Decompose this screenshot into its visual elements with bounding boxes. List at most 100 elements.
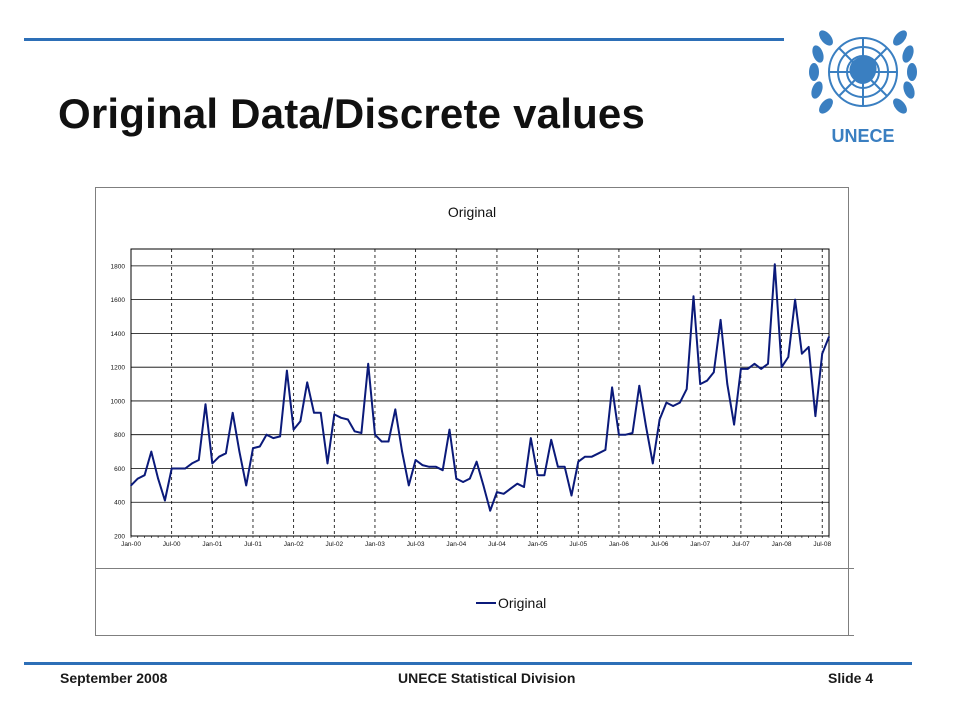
data-point xyxy=(401,450,403,453)
data-point xyxy=(441,469,444,471)
bottom-divider-line xyxy=(24,662,912,665)
data-point xyxy=(509,487,512,490)
unece-logo: UNECE xyxy=(804,14,922,152)
data-point xyxy=(652,462,654,465)
data-point xyxy=(814,415,817,417)
chart-legend: Original xyxy=(476,595,546,611)
data-point xyxy=(319,411,322,414)
data-point xyxy=(591,455,593,458)
y-tick-label: 800 xyxy=(114,432,125,439)
data-point xyxy=(787,356,790,358)
data-point xyxy=(238,450,241,453)
data-point xyxy=(157,477,159,480)
data-point xyxy=(706,379,708,382)
data-point xyxy=(150,450,153,453)
data-point xyxy=(421,464,424,466)
data-point xyxy=(252,447,254,450)
data-point xyxy=(408,484,410,487)
data-point xyxy=(387,440,390,443)
line-chart: Original 200 400 600 800 1000 1200 1400 1600 180… xyxy=(111,204,832,548)
data-point xyxy=(516,482,519,485)
slide-title: Original Data/Discrete values xyxy=(58,90,646,137)
data-point xyxy=(448,428,451,431)
data-point xyxy=(279,435,281,438)
data-point xyxy=(584,455,586,458)
data-point xyxy=(733,423,735,426)
data-point xyxy=(536,474,539,477)
data-point xyxy=(794,298,796,301)
data-point xyxy=(726,383,729,385)
data-point xyxy=(760,368,763,370)
data-point xyxy=(530,437,532,439)
y-tick-label: 1000 xyxy=(111,398,126,405)
data-point xyxy=(428,465,430,468)
x-tick-label: Jul-06 xyxy=(651,541,669,548)
chart-container: Original 200 400 600 800 1000 1200 1400 1600 180… xyxy=(95,187,854,636)
x-tick-label: Jul-05 xyxy=(569,541,587,548)
plot-area-border xyxy=(130,248,830,537)
data-point xyxy=(272,437,275,439)
x-tick-label: Jan-08 xyxy=(772,541,792,548)
data-point xyxy=(658,418,661,421)
x-tick-label: Jan-01 xyxy=(202,541,222,548)
data-point xyxy=(462,481,464,483)
data-point xyxy=(245,484,248,487)
chart-title: Original xyxy=(448,204,496,220)
data-point xyxy=(523,486,525,488)
data-point xyxy=(414,459,417,461)
data-point xyxy=(164,499,166,502)
data-point xyxy=(143,474,146,477)
data-point xyxy=(313,411,315,414)
data-point xyxy=(353,430,356,433)
data-point xyxy=(821,352,824,355)
data-point xyxy=(489,509,491,512)
y-tick-label: 1200 xyxy=(111,365,126,372)
top-divider-line xyxy=(24,38,784,41)
data-point xyxy=(692,295,695,298)
data-point xyxy=(435,465,437,468)
x-tick-label: Jul-04 xyxy=(488,541,506,548)
data-point xyxy=(469,477,471,480)
x-tick-label: Jan-03 xyxy=(365,541,385,548)
x-tick-label: Jul-08 xyxy=(813,541,831,548)
legend-label: Original xyxy=(498,595,547,611)
data-point xyxy=(672,405,674,407)
data-point xyxy=(719,319,722,321)
data-point xyxy=(231,411,234,414)
logo-text: UNECE xyxy=(831,126,894,146)
data-point xyxy=(767,363,769,365)
y-tick-label: 400 xyxy=(114,500,125,507)
data-point xyxy=(773,263,776,265)
data-point xyxy=(367,363,369,365)
footer-organization: UNECE Statistical Division xyxy=(398,670,576,686)
data-point xyxy=(218,455,220,458)
data-point xyxy=(455,477,458,480)
data-point xyxy=(577,460,580,463)
data-point xyxy=(286,369,288,372)
data-point xyxy=(374,433,376,436)
data-point xyxy=(204,403,207,406)
data-point xyxy=(624,433,627,436)
x-tick-label: Jul-00 xyxy=(163,541,181,548)
data-point xyxy=(380,440,383,443)
x-tick-label: Jan-05 xyxy=(528,541,548,548)
legend-area-bottom-border xyxy=(96,635,854,636)
data-point xyxy=(679,401,681,404)
data-point xyxy=(360,432,363,434)
data-point xyxy=(753,363,756,365)
data-point xyxy=(611,386,613,389)
data-point xyxy=(197,459,200,461)
data-point xyxy=(326,462,329,465)
data-point xyxy=(340,417,342,419)
series-line-original xyxy=(130,263,830,512)
footer-date: September 2008 xyxy=(60,670,168,686)
y-tick-label: 1600 xyxy=(111,297,126,304)
y-tick-label: 1800 xyxy=(111,263,126,270)
data-point xyxy=(136,477,139,480)
footer-slide-number: Slide 4 xyxy=(828,670,874,686)
data-point xyxy=(801,352,803,355)
data-point xyxy=(496,491,498,493)
data-point xyxy=(170,467,173,470)
data-point xyxy=(333,413,336,416)
data-point xyxy=(807,346,810,348)
